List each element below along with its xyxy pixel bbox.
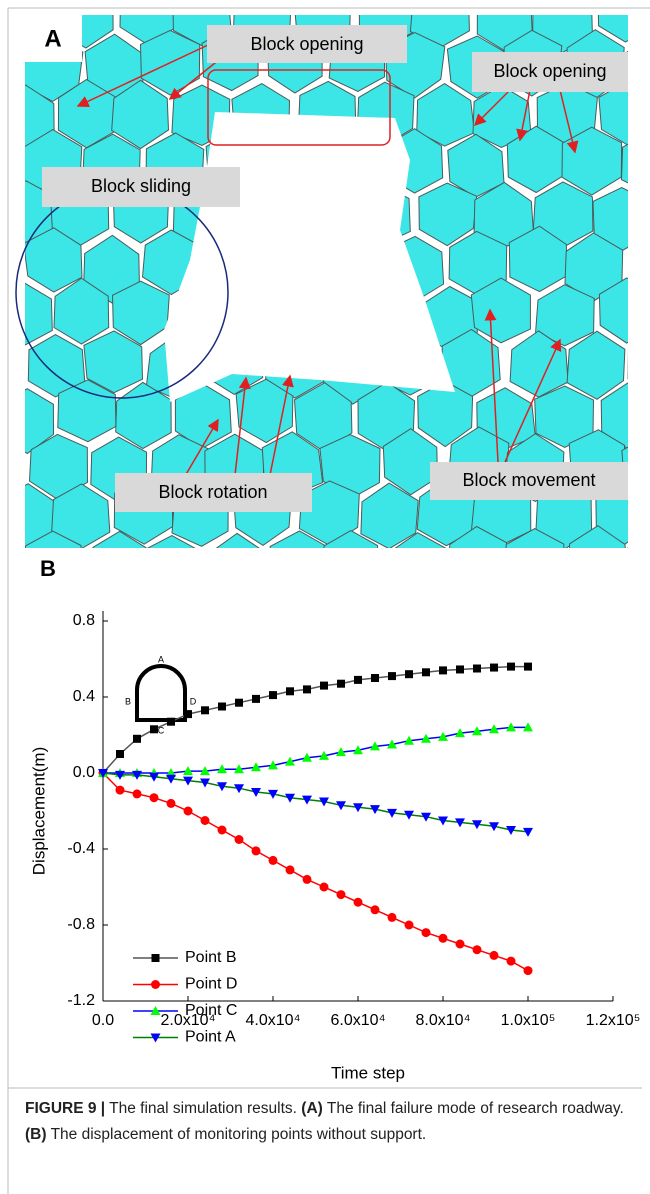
inset-label: D: [190, 696, 197, 706]
x-tick-label: 1.0x10⁵: [501, 1012, 556, 1029]
inset-label: B: [125, 696, 131, 706]
legend-label: Point B: [185, 949, 237, 966]
marker: [133, 789, 142, 798]
marker: [184, 710, 192, 718]
marker: [150, 793, 159, 802]
marker: [303, 875, 312, 884]
x-tick-label: 6.0x10⁴: [331, 1012, 386, 1029]
marker: [490, 951, 499, 960]
marker: [507, 957, 516, 966]
y-axis-title: Displacement(m): [29, 747, 48, 875]
y-tick-label: -0.4: [67, 840, 95, 857]
marker: [422, 668, 430, 676]
x-axis-title: Time step: [331, 1063, 405, 1082]
x-tick-label: 4.0x10⁴: [246, 1012, 301, 1029]
marker: [286, 865, 295, 874]
marker: [320, 682, 328, 690]
marker: [354, 898, 363, 907]
marker: [252, 846, 261, 855]
caption-ref: (A): [301, 1100, 323, 1117]
marker: [456, 940, 465, 949]
marker: [388, 672, 396, 680]
caption-text: The displacement of monitoring points wi…: [51, 1126, 427, 1143]
y-tick-label: -1.2: [67, 992, 95, 1009]
marker: [354, 676, 362, 684]
marker: [235, 699, 243, 707]
marker: [116, 750, 124, 758]
marker: [456, 665, 464, 673]
marker: [152, 954, 160, 962]
marker: [320, 883, 329, 892]
marker: [507, 663, 515, 671]
marker: [269, 856, 278, 865]
marker: [201, 816, 210, 825]
marker: [337, 680, 345, 688]
block: [629, 233, 650, 301]
marker: [439, 934, 448, 943]
inset: [137, 666, 185, 720]
marker: [167, 718, 175, 726]
x-tick-label: 8.0x10⁴: [416, 1012, 471, 1029]
panel-label: A: [44, 25, 61, 52]
marker: [201, 706, 209, 714]
marker: [303, 685, 311, 693]
caption-ref: (B): [25, 1126, 47, 1143]
figure: A Block opening Block opening Block slid…: [0, 0, 650, 1194]
marker: [252, 695, 260, 703]
marker: [116, 786, 125, 795]
marker: [473, 665, 481, 673]
series-line: [103, 727, 528, 773]
x-tick-label: 1.2x10⁵: [586, 1012, 641, 1029]
y-tick-label: -0.8: [67, 916, 95, 933]
marker: [337, 890, 346, 899]
x-tick-label: 0.0: [92, 1012, 114, 1029]
marker: [524, 966, 533, 975]
marker: [184, 807, 193, 816]
annotation: Block opening: [493, 61, 606, 81]
marker: [286, 687, 294, 695]
marker: [167, 799, 176, 808]
marker: [218, 826, 227, 835]
marker: [133, 735, 141, 743]
annotation: Block sliding: [91, 176, 191, 196]
y-tick-label: 0.8: [73, 612, 95, 629]
y-tick-label: 0.4: [73, 688, 95, 705]
legend-label: Point D: [185, 976, 237, 993]
marker: [235, 835, 244, 844]
marker: [405, 670, 413, 678]
marker: [151, 980, 160, 989]
caption: FIGURE 9 | The final simulation results.…: [25, 1096, 630, 1148]
annotation: Block movement: [462, 470, 595, 490]
panel-label: B: [40, 556, 56, 581]
block: [625, 535, 650, 601]
marker: [523, 828, 533, 837]
legend-label: Point C: [185, 1002, 237, 1019]
block: [628, 330, 650, 393]
legend-label: Point A: [185, 1029, 236, 1046]
marker: [490, 664, 498, 672]
marker: [405, 921, 414, 930]
marker: [218, 703, 226, 711]
caption-label: FIGURE 9 |: [25, 1100, 105, 1117]
marker: [439, 666, 447, 674]
marker: [269, 691, 277, 699]
annotation: Block rotation: [158, 482, 267, 502]
caption-text: The final simulation results.: [109, 1100, 297, 1117]
inset-label: A: [158, 654, 164, 664]
block: [626, 36, 650, 102]
marker: [371, 905, 380, 914]
marker: [150, 725, 158, 733]
annotation: Block opening: [250, 34, 363, 54]
marker: [422, 928, 431, 937]
marker: [371, 674, 379, 682]
marker: [524, 663, 532, 671]
y-tick-label: 0.0: [73, 764, 95, 781]
caption-text: The final failure mode of research roadw…: [327, 1100, 624, 1117]
marker: [388, 913, 397, 922]
figure-graphics: A Block opening Block opening Block slid…: [0, 0, 650, 1194]
marker: [473, 945, 482, 954]
